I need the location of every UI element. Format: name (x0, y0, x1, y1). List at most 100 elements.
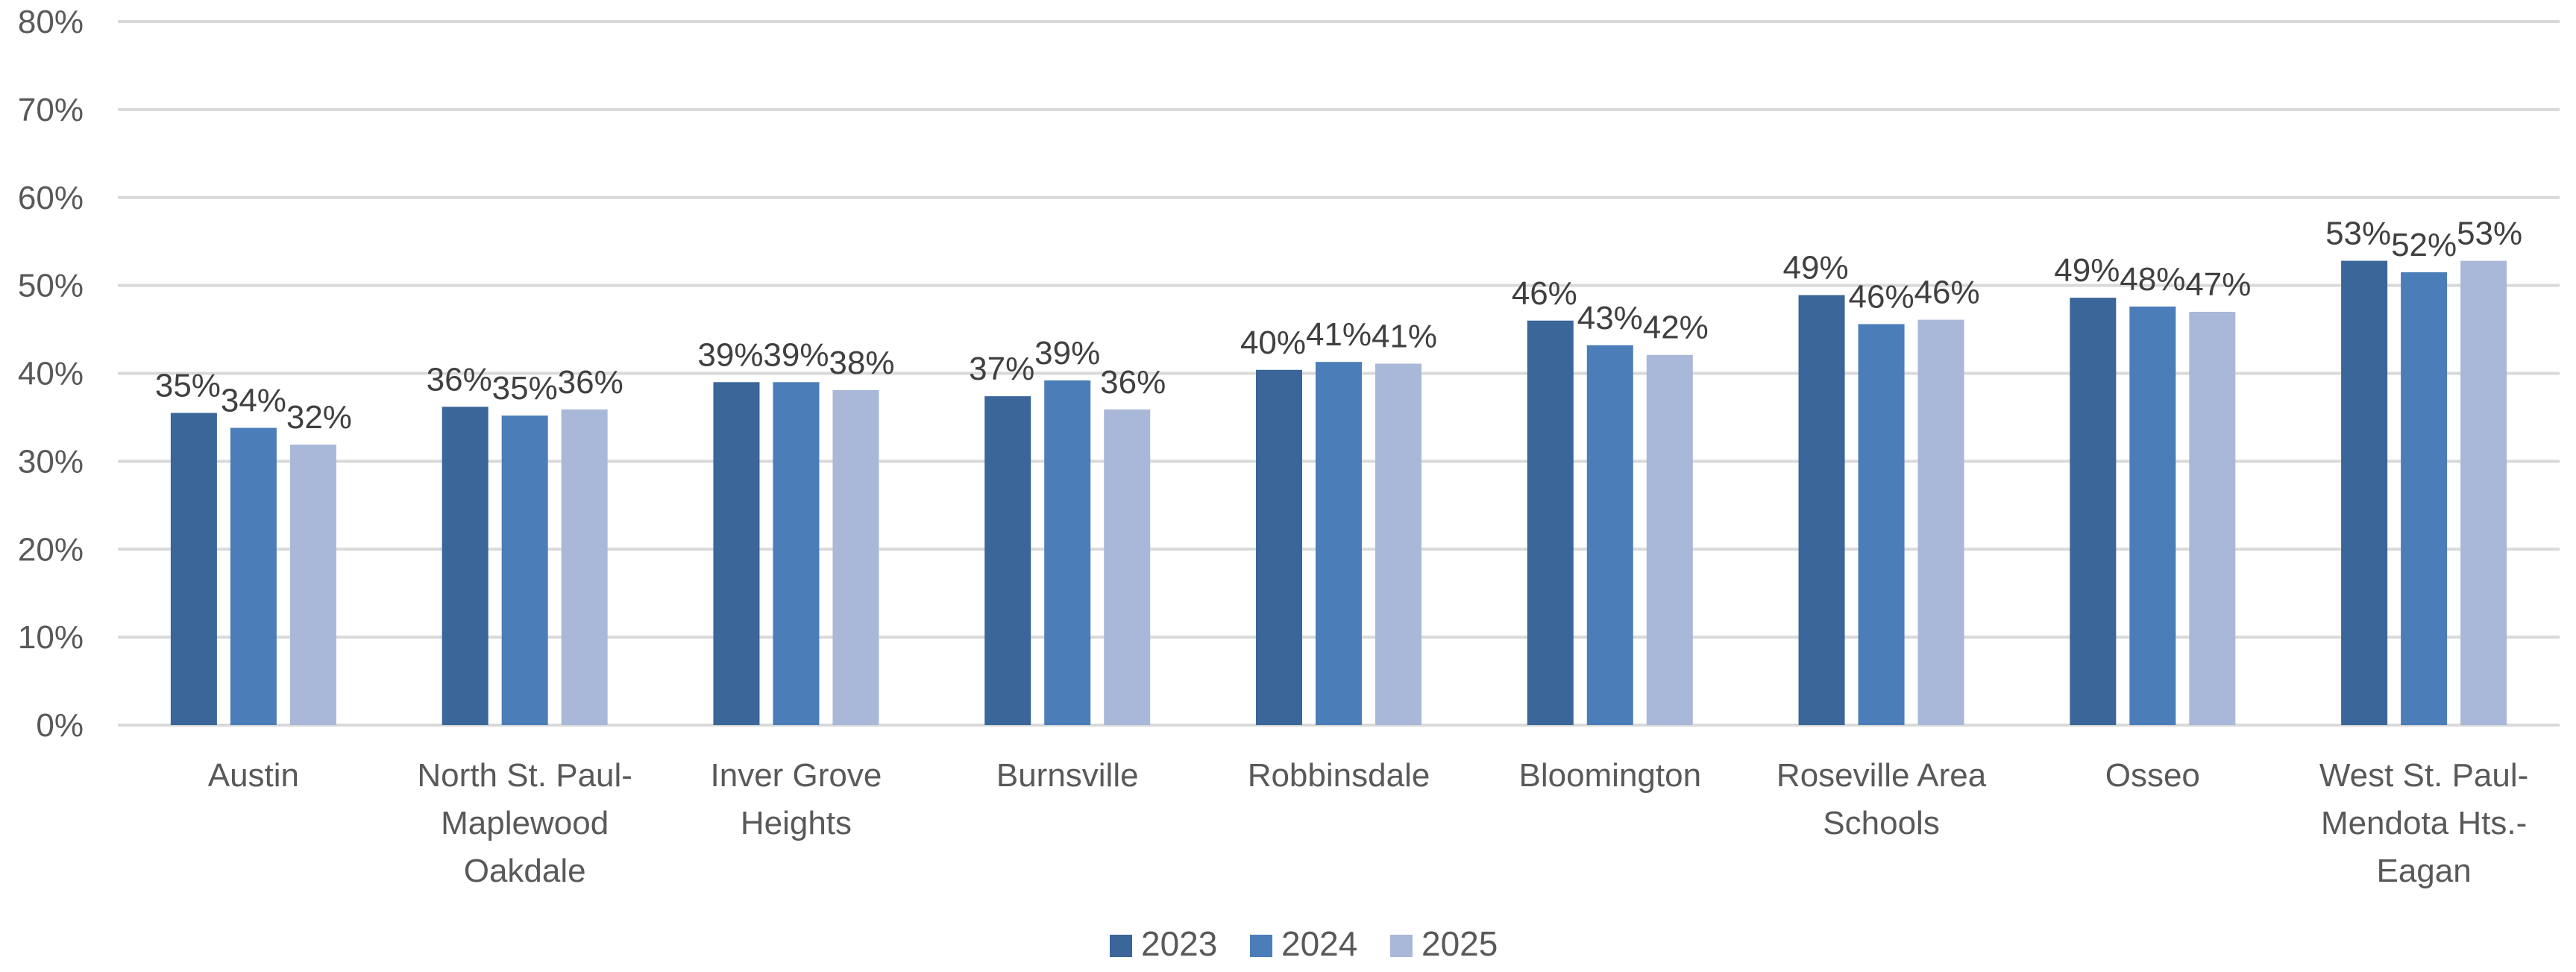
legend-item-2023[interactable]: 2023 (1110, 924, 1217, 963)
x-tick-label: Robbinsdale (1248, 757, 1430, 794)
x-tick-label: Inver Grove Heights (711, 757, 882, 841)
data-label: 35% (155, 368, 221, 404)
data-label: 36% (427, 361, 492, 398)
bar-2024 (773, 382, 820, 725)
data-label: 49% (2054, 252, 2120, 289)
x-tick-label-line: Burnsville (996, 757, 1139, 794)
bar-2024 (1586, 345, 1633, 725)
bar-2025 (832, 389, 879, 725)
bar-2024 (1316, 362, 1362, 725)
data-label: 53% (2325, 216, 2391, 252)
y-tick-label: 50% (18, 268, 84, 304)
x-tick-label-line: Bloomington (1518, 757, 1701, 794)
bar-2023 (170, 413, 217, 725)
bar-2023 (1798, 295, 1845, 725)
y-tick-label: 10% (18, 619, 84, 656)
bar-2025 (1104, 409, 1151, 725)
legend-swatch (1250, 935, 1272, 957)
x-tick-label: Bloomington (1518, 757, 1701, 794)
data-label: 48% (2120, 261, 2185, 298)
y-tick-label: 60% (18, 180, 84, 216)
legend[interactable]: 2023 2024 2025 (1110, 924, 1498, 963)
x-tick-label-line: Oakdale (464, 853, 586, 889)
data-label: 52% (2391, 227, 2457, 263)
data-label: 41% (1372, 319, 1437, 355)
x-tick-label-line: Mendota Hts.- (2321, 805, 2527, 841)
bar-2023 (2070, 298, 2117, 725)
data-label: 36% (558, 364, 623, 401)
y-tick-label: 0% (36, 707, 84, 744)
x-tick-label-line: Maplewood (441, 805, 609, 841)
x-tick-label-line: Eagan (2376, 853, 2471, 889)
data-label: 35% (492, 370, 558, 407)
bar-2024 (1858, 324, 1905, 725)
x-tick-label-line: Schools (1823, 805, 1940, 841)
data-label: 41% (1306, 316, 1372, 353)
data-label: 32% (286, 399, 352, 436)
data-label: 38% (829, 345, 894, 381)
data-label: 36% (1100, 364, 1166, 401)
data-labels: 35% 34% 32%36% 35% 36%39% 39% 38% 37% 39%36%40% 4… (155, 216, 2522, 436)
data-label: 42% (1643, 310, 1709, 346)
y-tick-label: 80% (18, 4, 84, 40)
x-axis: Austin North St. Paul- Maplewood Oakdale Inv… (208, 757, 2529, 889)
bar-2025 (1917, 319, 1964, 725)
data-label: 46% (1849, 278, 1914, 315)
bar-2023 (442, 407, 489, 725)
y-tick-label: 40% (18, 356, 84, 392)
bar-2023 (984, 396, 1031, 725)
data-label: 43% (1577, 300, 1643, 336)
bar-2023 (2341, 260, 2388, 725)
legend-label: 2024 (1281, 924, 1357, 963)
legend-item-2025[interactable]: 2025 (1390, 924, 1498, 963)
data-label: 47% (2185, 266, 2251, 303)
data-label: 53% (2457, 216, 2522, 252)
x-tick-label: Osseo (2105, 757, 2200, 794)
legend-item-2024[interactable]: 2024 (1250, 924, 1357, 963)
x-tick-label-line: Austin (208, 757, 299, 794)
y-axis: 0% 10% 20% 30% 40% 50% 60% 70% 80% (18, 4, 84, 744)
y-tick-label: 70% (18, 92, 84, 128)
bar-2024 (1044, 380, 1091, 725)
bars (170, 260, 2507, 726)
y-tick-label: 20% (18, 531, 84, 568)
bar-2025 (561, 409, 608, 725)
data-label: 40% (1240, 324, 1306, 361)
legend-label: 2023 (1141, 924, 1217, 963)
bar-2024 (2129, 306, 2176, 725)
x-tick-label-line: North St. Paul- (417, 757, 632, 794)
x-tick-label: Burnsville (996, 757, 1139, 794)
legend-swatch (1110, 935, 1132, 957)
data-label: 39% (1034, 335, 1100, 371)
data-label: 46% (1914, 275, 1980, 311)
data-label: 46% (1512, 275, 1577, 312)
x-tick-label-line: Robbinsdale (1248, 757, 1430, 794)
bar-2024 (2401, 272, 2448, 726)
x-tick-label-line: Osseo (2105, 757, 2200, 794)
legend-label: 2025 (1421, 924, 1498, 963)
bar-2024 (230, 427, 277, 725)
data-label: 34% (221, 383, 286, 419)
data-label: 49% (1783, 250, 1849, 286)
bar-2025 (1375, 363, 1421, 725)
data-label: 39% (763, 336, 829, 373)
x-tick-label: Austin (208, 757, 299, 794)
x-tick-label-line: Roseville Area (1777, 757, 1987, 794)
bar-2023 (1256, 369, 1302, 725)
x-tick-label-line: Heights (741, 805, 852, 841)
bar-2025 (289, 444, 336, 725)
y-tick-label: 30% (18, 443, 84, 480)
bar-2025 (2189, 311, 2236, 725)
x-tick-label: Roseville Area Schools (1777, 757, 1987, 841)
bar-2025 (2460, 260, 2507, 725)
bar-2025 (1646, 354, 1693, 725)
data-label: 37% (969, 351, 1034, 387)
bar-2023 (1527, 320, 1574, 725)
bar-2024 (501, 416, 548, 725)
x-tick-label-line: Inver Grove (711, 757, 882, 794)
data-label: 39% (697, 336, 763, 373)
legend-swatch (1390, 935, 1413, 957)
x-tick-label-line: West St. Paul- (2319, 757, 2528, 794)
